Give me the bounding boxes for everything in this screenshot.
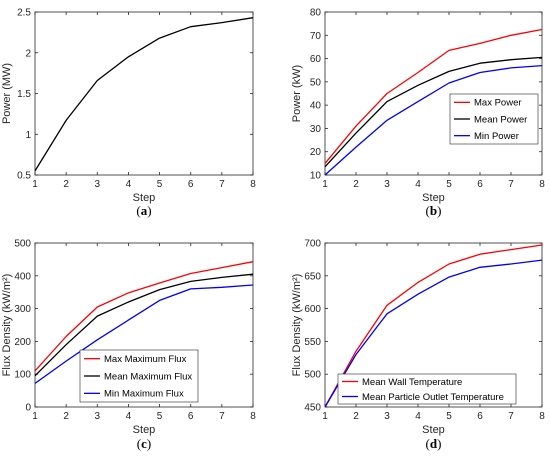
y-tick-label: 500 xyxy=(14,239,31,250)
y-tick-label: 0 xyxy=(25,403,31,414)
x-tick-label: 5 xyxy=(446,179,452,190)
series-line-max-power xyxy=(324,28,543,164)
y-tick-label: 2 xyxy=(25,48,31,59)
x-tick-label: 7 xyxy=(219,179,225,190)
y-tick-label: 30 xyxy=(310,124,322,135)
x-tick-label: 2 xyxy=(63,179,69,190)
series-line-min-maximum-flux xyxy=(34,284,254,384)
x-tick-label: 8 xyxy=(250,411,256,422)
x-tick-label: 8 xyxy=(539,411,545,422)
series-line-mean-power xyxy=(324,56,543,168)
x-tick-label: 4 xyxy=(415,411,421,422)
x-tick-label: 5 xyxy=(157,179,163,190)
legend-entry: Min Power xyxy=(474,131,519,142)
panel-label: (d) xyxy=(426,436,442,451)
chart-panel-c: 1 2 3 4 5 6 7 8 0 100 200 300 400 500 Step Flux Density… xyxy=(1,239,256,452)
x-tick-label: 3 xyxy=(384,411,390,422)
legend-entry: Max Maximum Flux xyxy=(104,354,187,365)
x-tick-label: 6 xyxy=(477,179,483,190)
x-tick-label: 7 xyxy=(508,411,514,422)
x-tick-label: 7 xyxy=(219,411,225,422)
x-tick-label: 2 xyxy=(63,411,69,422)
axes-box xyxy=(34,242,254,408)
y-tick-label: 20 xyxy=(310,147,322,158)
legend-entry: Mean Power xyxy=(474,114,527,125)
x-tick-label: 4 xyxy=(126,179,132,190)
y-tick-label: 50 xyxy=(310,77,322,88)
x-tick-label: 2 xyxy=(353,411,359,422)
x-tick-label: 6 xyxy=(188,179,194,190)
y-tick-label: 100 xyxy=(14,370,31,381)
x-tick-label: 8 xyxy=(539,179,545,190)
panel-label: (c) xyxy=(137,436,151,451)
y-tick-label: 400 xyxy=(14,271,31,282)
legend-entry: Mean Maximum Flux xyxy=(104,371,192,382)
x-tick-label: 8 xyxy=(250,179,256,190)
y-tick-label: 2.5 xyxy=(17,8,31,19)
series-line-mean-particle-outlet-temperature xyxy=(324,259,543,408)
axes-box xyxy=(34,11,254,176)
panel-label: (a) xyxy=(136,203,151,218)
y-tick-label: 450 xyxy=(304,403,321,414)
x-tick-label: 4 xyxy=(126,411,132,422)
y-tick-label: 550 xyxy=(304,337,321,348)
x-tick-label: 5 xyxy=(157,411,163,422)
y-tick-label: 1.5 xyxy=(17,89,31,100)
y-axis-label: Flux Density (kW/m²) xyxy=(291,274,303,377)
x-axis-label: Step xyxy=(422,192,445,204)
x-axis-label: Step xyxy=(422,424,445,436)
legend-entry: Max Power xyxy=(474,98,522,109)
y-axis-label: Flux Density (kW/m²) xyxy=(1,274,13,377)
axes-box xyxy=(324,11,543,176)
x-tick-label: 1 xyxy=(322,179,328,190)
series-line-mean-wall-temperature xyxy=(324,244,543,408)
chart-panel-d: 1 2 3 4 5 6 7 8 450 500 550 600 650 700 Step Flux Densi… xyxy=(291,239,545,452)
series-line-1 xyxy=(34,17,254,172)
legend: Max Maximum Flux Mean Maximum Flux Min Max… xyxy=(79,349,199,403)
x-axis-label: Step xyxy=(133,424,156,436)
x-tick-label: 2 xyxy=(353,179,359,190)
x-tick-label: 6 xyxy=(477,411,483,422)
legend-box xyxy=(337,373,517,405)
y-tick-label: 700 xyxy=(304,239,321,250)
axes-box xyxy=(324,242,543,408)
y-tick-label: 200 xyxy=(14,337,31,348)
legend-entry: Mean Wall Temperature xyxy=(362,377,462,388)
y-tick-label: 70 xyxy=(310,31,322,42)
x-tick-label: 3 xyxy=(384,179,390,190)
y-axis-label: Power (kW) xyxy=(291,65,303,122)
y-tick-label: 650 xyxy=(304,271,321,282)
x-tick-label: 6 xyxy=(188,411,194,422)
x-tick-label: 1 xyxy=(32,179,38,190)
x-axis-label: Step xyxy=(133,192,156,204)
y-tick-label: 300 xyxy=(14,304,31,315)
y-tick-label: 600 xyxy=(304,304,321,315)
series-line-max-maximum-flux xyxy=(34,261,254,372)
panel-label: (b) xyxy=(426,203,442,218)
y-tick-label: 40 xyxy=(310,101,322,112)
x-tick-label: 3 xyxy=(95,179,101,190)
legend: Max Power Mean Power Min Power xyxy=(449,93,539,145)
y-tick-label: 60 xyxy=(310,54,322,65)
x-tick-label: 1 xyxy=(322,411,328,422)
series-line-mean-maximum-flux xyxy=(34,273,254,377)
legend-entry: Mean Particle Outlet Temperature xyxy=(362,392,504,403)
y-tick-label: 0.5 xyxy=(17,171,31,182)
legend: Mean Wall Temperature Mean Particle Outle… xyxy=(337,373,517,405)
x-tick-label: 7 xyxy=(508,179,514,190)
x-tick-label: 5 xyxy=(446,411,452,422)
y-tick-label: 10 xyxy=(310,171,322,182)
x-tick-label: 3 xyxy=(95,411,101,422)
chart-panel-b: 1 2 3 4 5 6 7 8 10 20 30 40 50 60 70 80 Step Power (kW) Ma… xyxy=(291,8,545,219)
y-tick-label: 80 xyxy=(310,8,322,19)
x-tick-label: 4 xyxy=(415,179,421,190)
y-axis-label: Power (MW) xyxy=(1,63,13,124)
x-tick-label: 1 xyxy=(32,411,38,422)
y-tick-label: 500 xyxy=(304,370,321,381)
series-line-min-power xyxy=(324,64,543,176)
y-tick-label: 1 xyxy=(25,130,31,141)
legend-entry: Min Maximum Flux xyxy=(104,389,184,400)
